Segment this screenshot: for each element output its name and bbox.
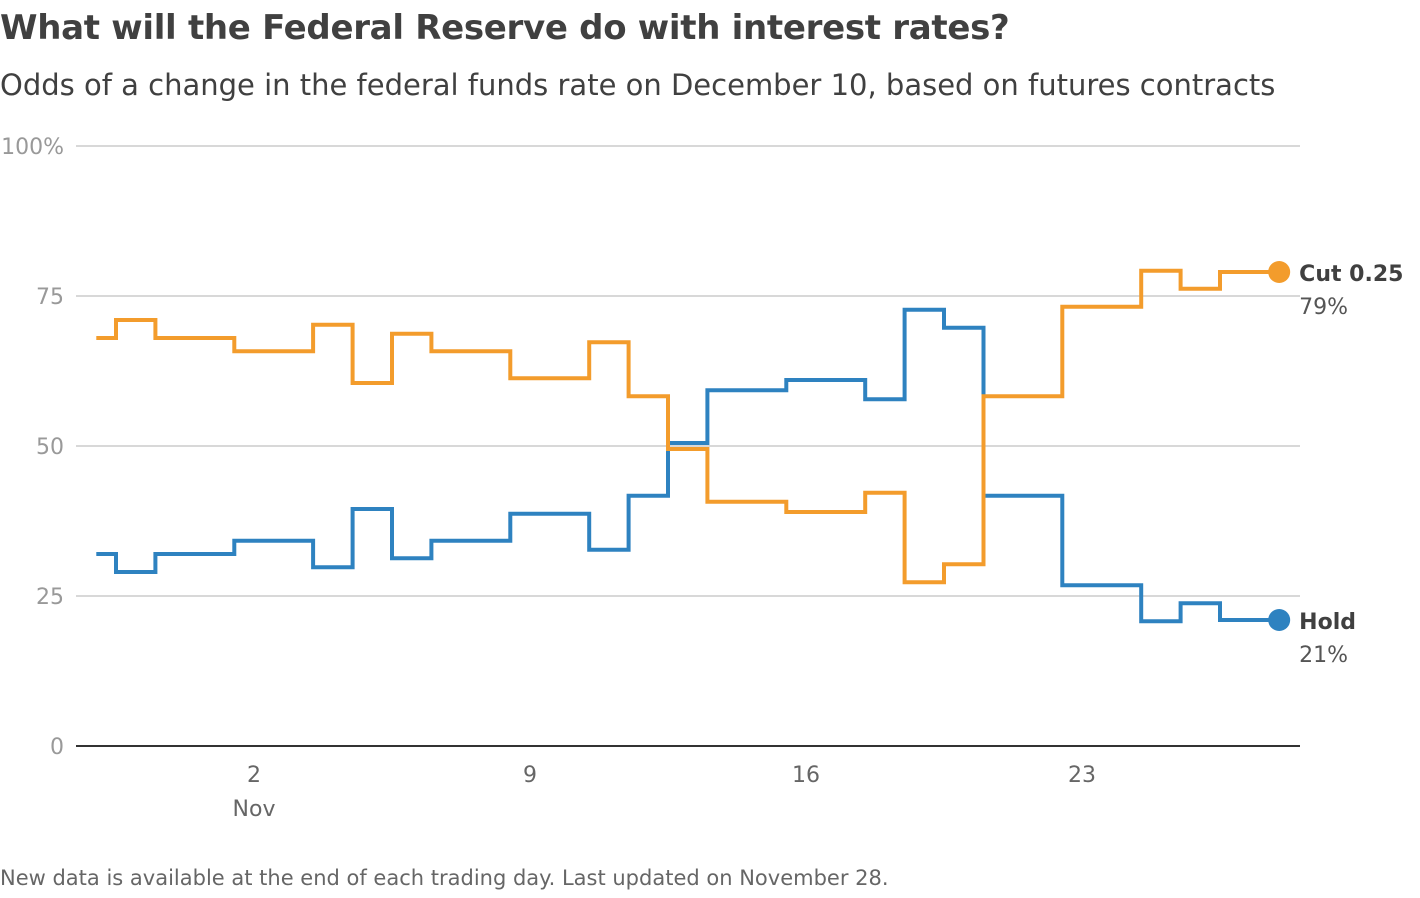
chart-subtitle: Odds of a change in the federal funds ra… [0, 68, 1276, 102]
series-label-hold: Hold [1299, 610, 1356, 635]
series-value-cut-0-25: 79% [1299, 295, 1348, 320]
series-line-hold [96, 307, 1280, 624]
y-tick-label: 100% [1, 135, 64, 160]
series-endpoint-hold [1268, 609, 1291, 631]
gridlines [76, 145, 1300, 597]
x-tick-label: 2 [247, 763, 261, 788]
footnote: New data is available at the end of each… [0, 866, 889, 890]
x-tick-label: 23 [1068, 763, 1096, 788]
y-tick-label: 0 [50, 735, 64, 760]
x-tick-label: 16 [792, 763, 820, 788]
series-line-cut-0-25 [96, 268, 1280, 585]
y-tick-label: 50 [36, 435, 64, 460]
y-axis-ticks: 0 25 50 75 100% [1, 135, 64, 760]
x-axis-ticks: 2 Nov 9 16 23 [233, 763, 1096, 822]
x-tick-sublabel: Nov [233, 797, 276, 822]
chart-title: What will the Federal Reserve do with in… [0, 8, 1010, 48]
y-tick-label: 25 [36, 585, 64, 610]
series-lines [96, 261, 1291, 631]
series-label-cut-0-25: Cut 0.25 [1299, 262, 1403, 287]
series-end-labels: Hold 21% Cut 0.25 79% [1299, 262, 1403, 668]
y-tick-label: 75 [36, 285, 64, 310]
x-tick-label: 9 [523, 763, 537, 788]
series-endpoint-cut-0-25 [1268, 261, 1291, 283]
series-value-hold: 21% [1299, 643, 1348, 668]
